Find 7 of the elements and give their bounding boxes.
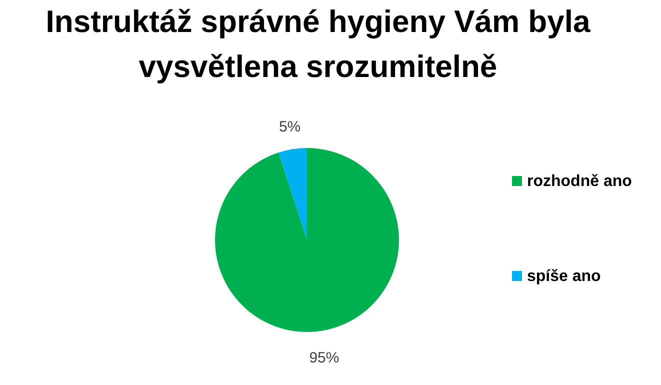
pie-slice [215, 148, 399, 332]
legend-label: rozhodně ano [527, 173, 632, 190]
data-label: 95% [309, 350, 340, 367]
legend-label: spíše ano [527, 268, 602, 285]
data-label: 5% [278, 118, 301, 136]
chart-title: Instruktáž správné hygieny Vám byla vysvětlena srozumitelně [46, 4, 591, 84]
pie-slice [278, 148, 307, 240]
